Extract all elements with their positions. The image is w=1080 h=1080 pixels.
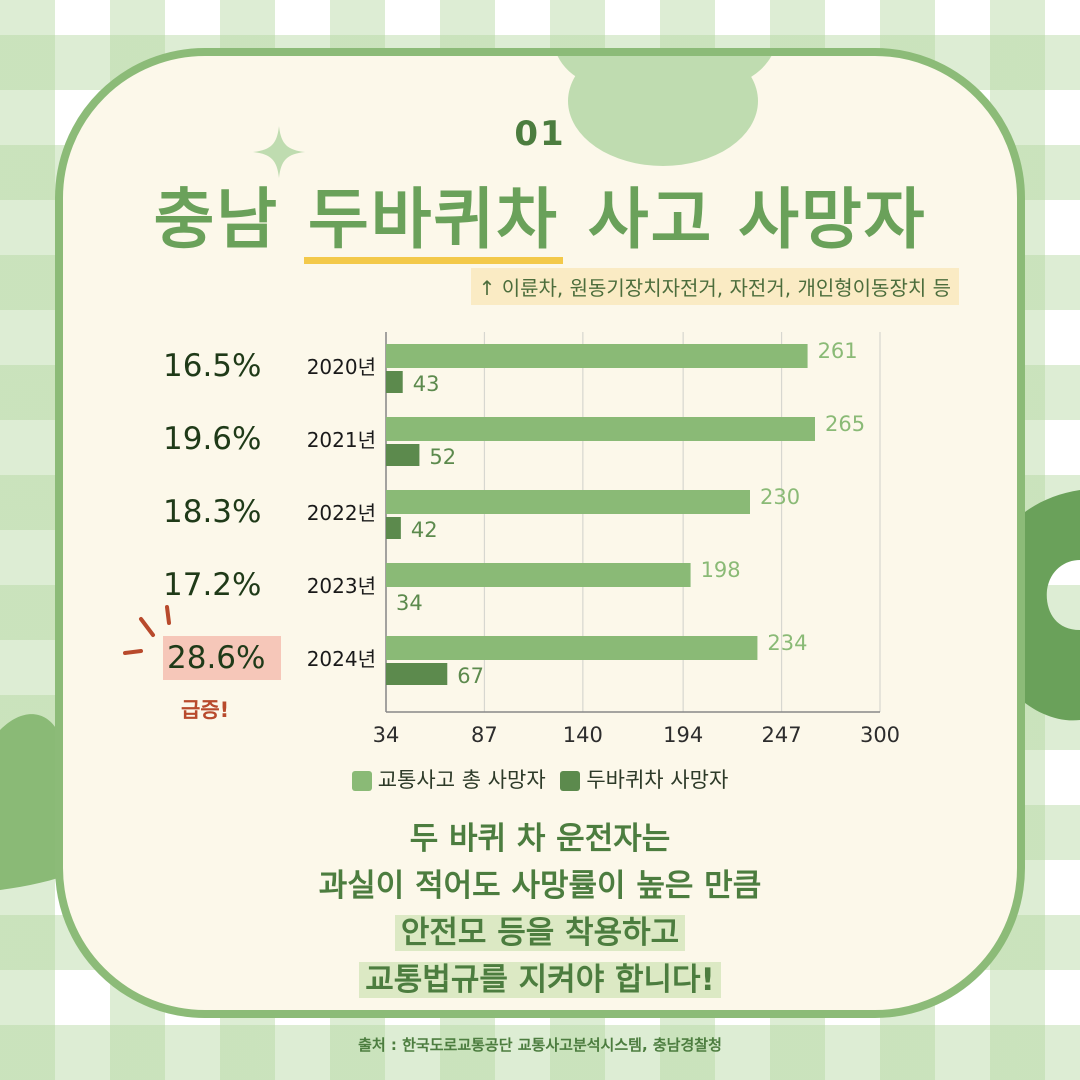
bar-bike-2 [386, 517, 401, 539]
y-category-label-4: 2024년 [307, 647, 376, 671]
data-label-total-2: 230 [760, 485, 800, 509]
y-category-label-2: 2022년 [307, 501, 376, 525]
data-label-bike-2: 42 [411, 518, 438, 542]
y-category-label-0: 2020년 [307, 355, 376, 379]
source-credit: 출처 : 한국도로교통공단 교통사고분석시스템, 충남경찰청 [358, 1036, 722, 1054]
data-label-bike-1: 52 [429, 445, 456, 469]
bar-total-0 [386, 344, 808, 368]
y-category-label-1: 2021년 [307, 428, 376, 452]
data-label-total-1: 265 [825, 412, 865, 436]
sparkle-icon [253, 126, 305, 178]
message-line-3: 안전모 등을 착용하고 [63, 910, 1017, 957]
data-label-total-3: 198 [701, 558, 741, 582]
percentage-2023: 17.2% [163, 567, 262, 603]
x-tick-label-2: 140 [563, 723, 603, 747]
bar-chart: 34 87 140 194 247 300 2020년 261 43 2021년 265 52 2022… [307, 332, 900, 747]
x-tick-label-4: 247 [762, 723, 802, 747]
x-tick-label-5: 300 [860, 723, 900, 747]
title-suffix: 사고 사망자 [562, 181, 927, 258]
surge-label: 급증! [181, 698, 230, 722]
x-tick-label-1: 87 [471, 723, 498, 747]
legend-item-bike: 두바퀴차 사망자 [560, 764, 728, 794]
title-highlight: 두바퀴차 [303, 183, 563, 264]
page-title: 충남 두바퀴차 사고 사망자 [63, 166, 1017, 264]
chart-legend: 교통사고 총 사망자 두바퀴차 사망자 [63, 764, 1017, 794]
legend-item-total: 교통사고 총 사망자 [351, 764, 546, 794]
vehicle-note: ↑ 이륜차, 원동기장치자전거, 자전거, 개인형이동장치 등 [470, 268, 959, 305]
bar-total-1 [386, 417, 815, 441]
data-label-total-4: 234 [767, 631, 807, 655]
data-label-bike-3: 34 [396, 591, 423, 615]
bar-bike-4 [386, 663, 448, 685]
x-tick-label-0: 34 [373, 723, 400, 747]
percentage-2022: 18.3% [163, 494, 262, 530]
data-label-bike-4: 67 [457, 664, 484, 688]
legend-label-bike: 두바퀴차 사망자 [586, 768, 729, 792]
data-label-total-0: 261 [818, 339, 858, 363]
percentage-2021: 19.6% [163, 421, 262, 457]
infographic-card: 01 충남 두바퀴차 사고 사망자 ↑ 이륜차, 원동기장치자전거, 자전거, … [55, 48, 1025, 1018]
emphasis-marks-icon [123, 605, 171, 655]
legend-swatch-total [351, 771, 372, 791]
message-line-2: 과실이 적어도 사망률이 높은 만큼 [318, 868, 762, 904]
section-number: 01 [514, 114, 566, 154]
bar-bike-0 [386, 371, 403, 393]
x-tick-label-3: 194 [663, 723, 703, 747]
title-prefix: 충남 [153, 181, 304, 258]
bar-bike-1 [386, 444, 420, 466]
clover-decoration [557, 56, 772, 166]
bar-total-2 [386, 490, 750, 514]
message-line-1: 두 바퀴 차 운전자는 [409, 821, 671, 857]
percentage-2020: 16.5% [163, 348, 262, 384]
legend-swatch-bike [560, 771, 581, 791]
bar-total-4 [386, 636, 758, 660]
data-label-bike-0: 43 [413, 372, 440, 396]
safety-message: 두 바퀴 차 운전자는 과실이 적어도 사망률이 높은 만큼 안전모 등을 착용… [63, 816, 1017, 1004]
y-category-label-3: 2023년 [307, 574, 376, 598]
message-line-4: 교통법규를 지켜야 합니다! [63, 957, 1017, 1004]
legend-label-total: 교통사고 총 사망자 [377, 768, 546, 792]
bar-total-3 [386, 563, 691, 587]
percentage-2024: 28.6% [163, 636, 281, 680]
